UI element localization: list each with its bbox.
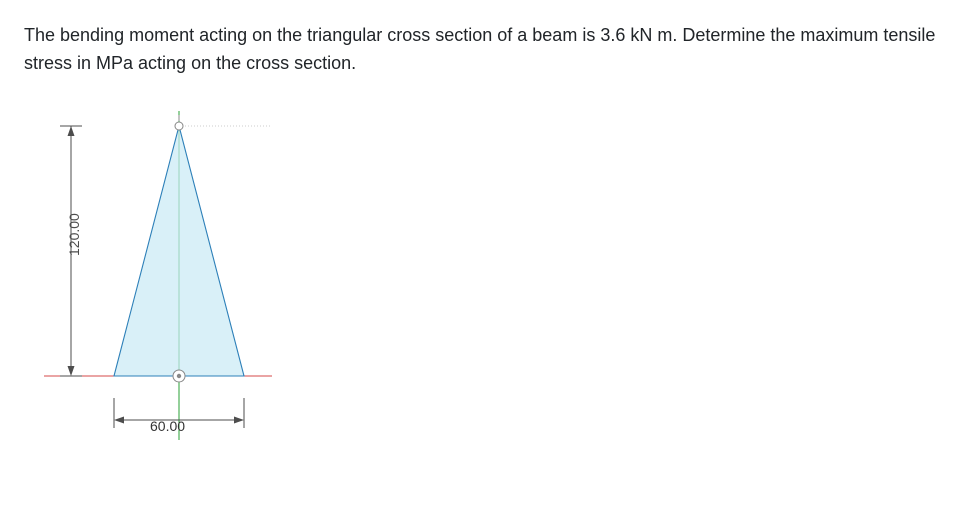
triangle-svg	[24, 106, 284, 446]
height-dimension-label: 120.00	[66, 213, 82, 256]
question-text: The bending moment acting on the triangu…	[24, 22, 946, 78]
triangle-shape	[114, 126, 244, 376]
triangle-diagram: 120.00 60.00	[24, 106, 284, 446]
bdim-arrow-right	[234, 416, 244, 423]
origin-marker-inner	[177, 374, 181, 378]
bdim-arrow-left	[114, 416, 124, 423]
base-dimension-label: 60.00	[150, 418, 185, 434]
apex-marker	[175, 122, 183, 130]
hdim-arrow-bottom	[68, 366, 75, 376]
hdim-arrow-top	[68, 126, 75, 136]
